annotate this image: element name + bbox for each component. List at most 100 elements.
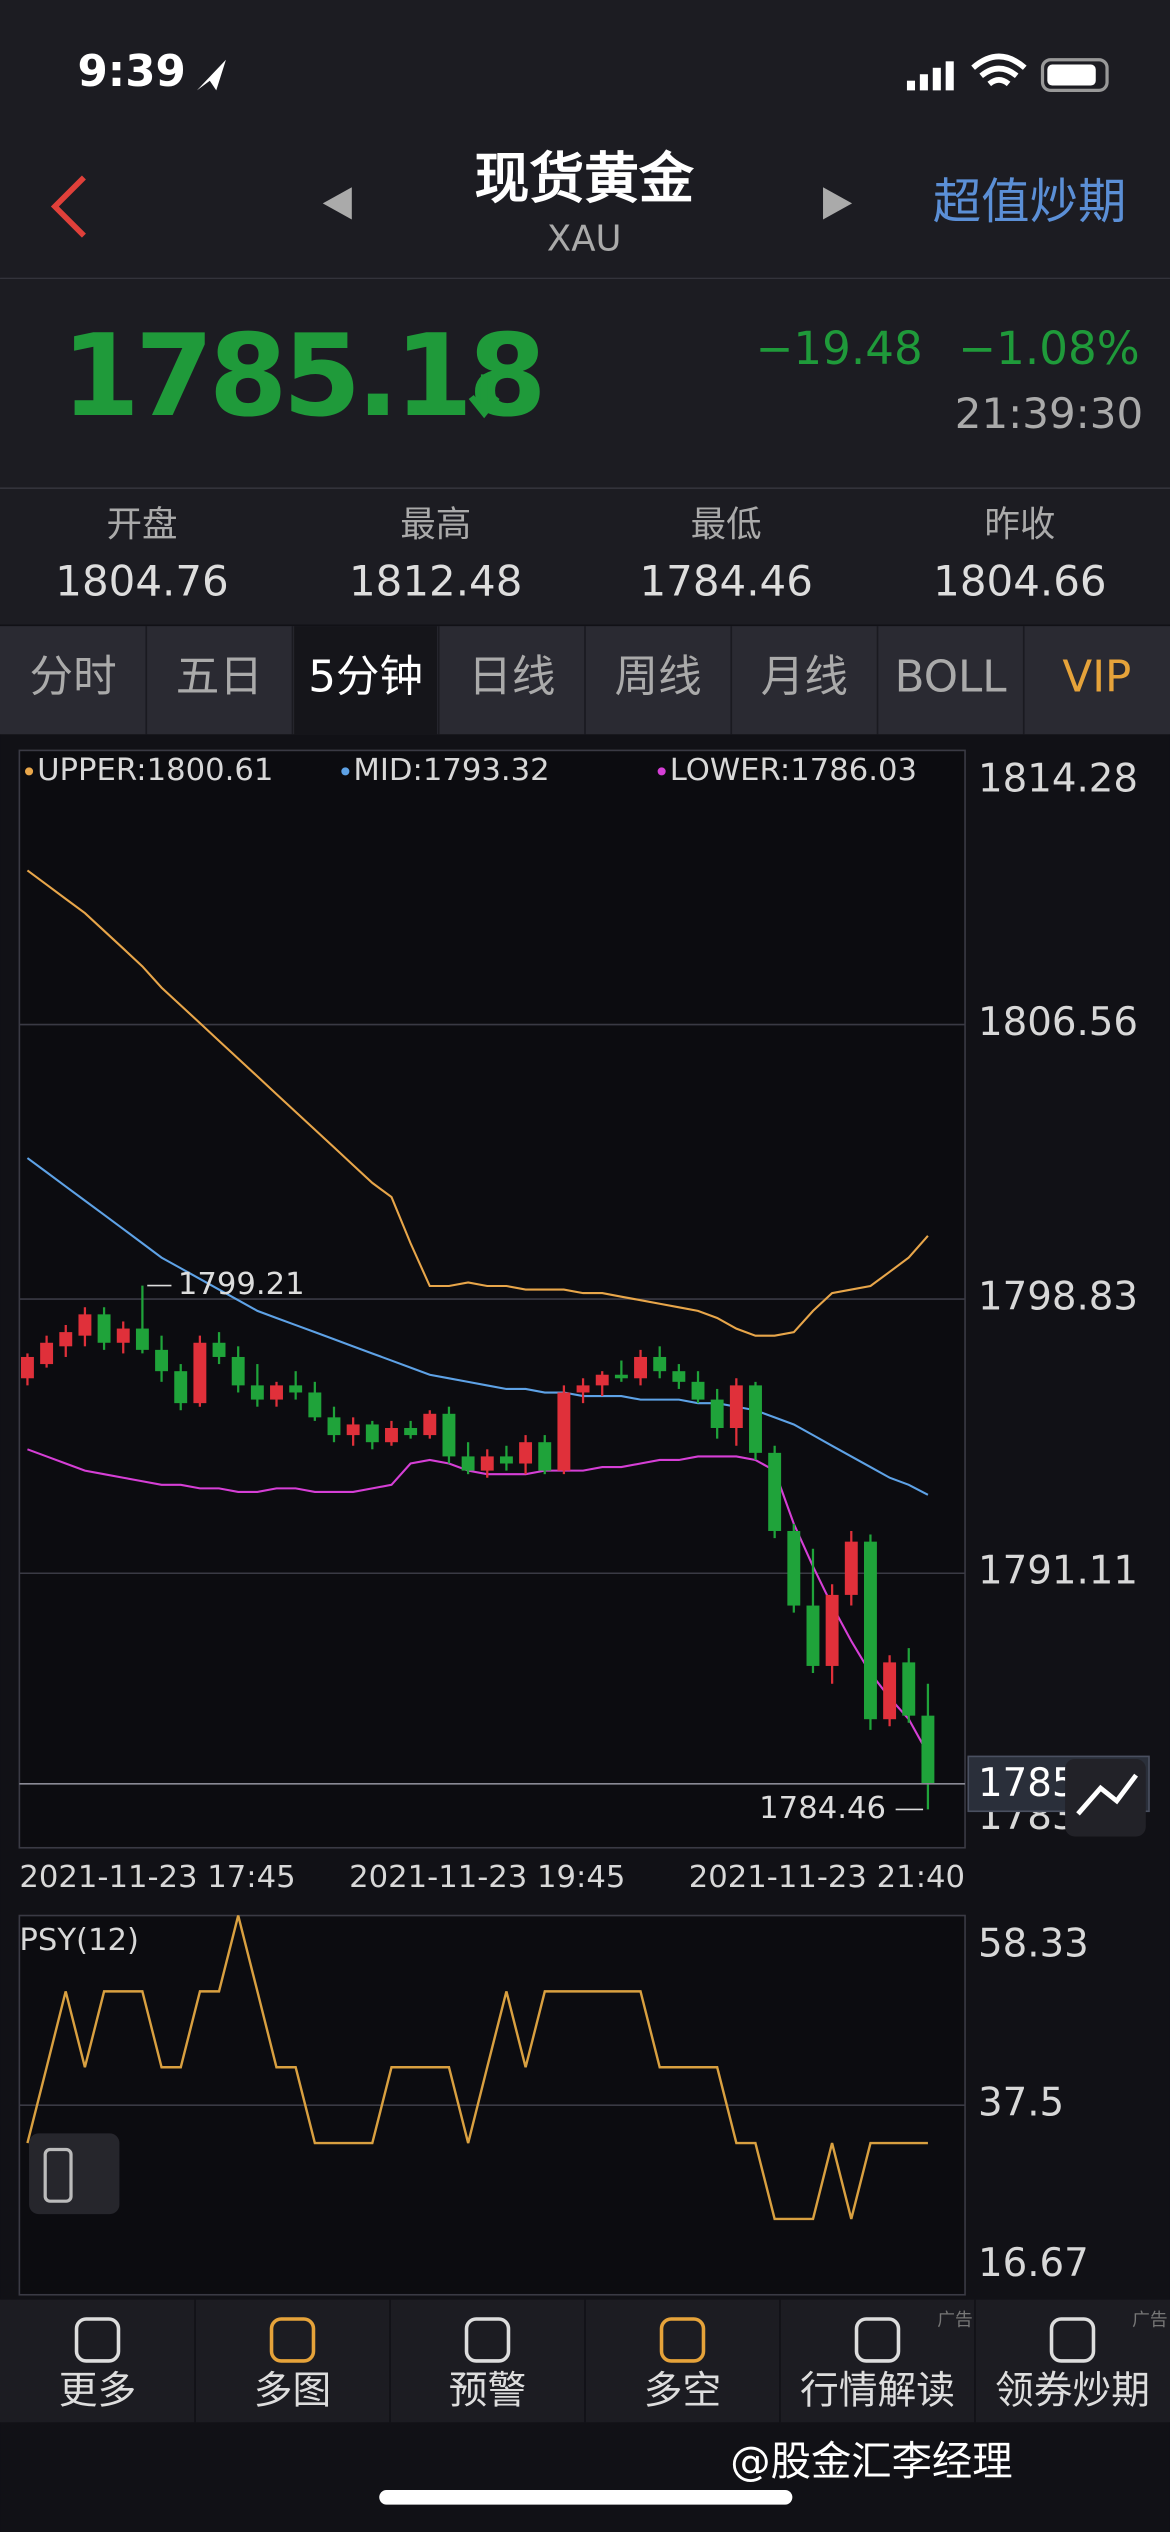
tab-selected: [294, 626, 438, 735]
tab[interactable]: 日线: [468, 652, 555, 702]
legend-label: UPPER:1800.61: [37, 753, 273, 788]
candle-body: [116, 1328, 130, 1343]
nav-label[interactable]: 多图: [254, 2369, 331, 2414]
nav-icon: [269, 2317, 316, 2363]
candle-body: [806, 1605, 820, 1666]
candle-body: [250, 1385, 264, 1400]
location-icon: [196, 59, 226, 91]
prev-button[interactable]: [322, 187, 352, 220]
candle-body: [59, 1332, 73, 1347]
legend-dot: [341, 767, 350, 776]
boll-line: [26, 1157, 929, 1496]
psy-line: [26, 1915, 928, 2221]
nav-label[interactable]: 多空: [644, 2369, 721, 2414]
down-arrow: [468, 374, 500, 419]
nav-label[interactable]: 领券炒期: [995, 2369, 1150, 2414]
back-button[interactable]: [50, 175, 86, 238]
candle-body: [844, 1541, 858, 1595]
candle-body: [442, 1413, 456, 1457]
candle-body: [308, 1392, 322, 1418]
layout-button[interactable]: [29, 2133, 120, 2215]
quote-bg: [0, 279, 1170, 625]
stat-value: 1784.46: [639, 557, 812, 606]
promo-link[interactable]: 超值炒期: [933, 174, 1127, 230]
candle-body: [863, 1541, 877, 1720]
chart-tool-button[interactable]: [1065, 1759, 1146, 1837]
change: −19.48: [756, 322, 923, 375]
candle-body: [691, 1381, 705, 1400]
tab[interactable]: VIP: [1062, 652, 1131, 702]
stat-value: 1804.66: [933, 557, 1106, 606]
ad-tag: 广告: [1132, 2310, 1168, 2331]
candle-body: [499, 1456, 513, 1464]
candle-body: [270, 1385, 283, 1400]
header-bg: [0, 0, 1170, 278]
y-tick-label: 58.33: [978, 1922, 1089, 1967]
candle-body: [519, 1442, 533, 1464]
y-tick-label: 37.5: [978, 2081, 1064, 2126]
nav-label[interactable]: 更多: [59, 2369, 136, 2414]
legend-label: MID:1793.32: [353, 753, 549, 788]
candle-body: [404, 1427, 418, 1436]
candle-body: [768, 1452, 782, 1531]
x-tick-label: 2021-11-23 19:45: [349, 1860, 625, 1895]
high-label: 1799.21: [178, 1267, 305, 1302]
x-tick-label: 2021-11-23 17:45: [19, 1860, 295, 1895]
stat-label: 最高: [400, 504, 471, 545]
candle-body: [538, 1442, 552, 1471]
wifi-icon: [971, 53, 1027, 87]
candle-body: [174, 1371, 188, 1404]
tab[interactable]: 5分钟: [308, 652, 423, 702]
candle-body: [289, 1385, 303, 1393]
tab[interactable]: BOLL: [895, 652, 1008, 702]
candle-body: [595, 1374, 609, 1386]
x-tick-label: 2021-11-23 21:40: [689, 1860, 965, 1895]
next-button[interactable]: [823, 187, 853, 220]
nav-icon: [464, 2317, 511, 2363]
nav-icon: [1049, 2317, 1096, 2363]
stat-label: 昨收: [984, 504, 1055, 545]
candle-body: [825, 1594, 839, 1666]
battery-level: [1047, 64, 1096, 86]
y-tick-label: 1806.56: [978, 1000, 1138, 1045]
home-indicator: [379, 2490, 793, 2505]
quote-time: 21:39:30: [955, 389, 1143, 438]
candle-body: [614, 1374, 628, 1379]
watermark: @股金汇李经理: [730, 2438, 1012, 2485]
legend-dot: [657, 767, 666, 776]
y-tick-label: 1798.83: [978, 1275, 1138, 1320]
change-pct: −1.08%: [958, 322, 1139, 375]
candle-body: [729, 1385, 743, 1428]
candle-body: [365, 1424, 379, 1443]
candle-body: [883, 1662, 897, 1720]
layout-icon: [43, 2147, 73, 2203]
candle-body: [97, 1314, 111, 1343]
y-tick-label: 1814.28: [978, 757, 1138, 802]
ad-tag: 广告: [937, 2310, 973, 2331]
tab[interactable]: 周线: [615, 652, 702, 702]
price: 1785.18: [61, 310, 542, 442]
tab[interactable]: 月线: [761, 652, 848, 702]
tab[interactable]: 分时: [30, 652, 117, 702]
candle-body: [710, 1399, 724, 1428]
candle-body: [385, 1427, 398, 1443]
battery-icon: [1040, 58, 1109, 92]
nav-icon: [854, 2317, 901, 2363]
candle-body: [40, 1342, 54, 1365]
nav-icon: [74, 2317, 121, 2363]
stat-label: 最低: [691, 504, 762, 545]
candle-body: [155, 1349, 169, 1372]
tab[interactable]: 五日: [176, 652, 263, 702]
chart-tool-icon: [1076, 1773, 1139, 1816]
candle-body: [749, 1385, 762, 1453]
stat-value: 1812.48: [349, 557, 522, 606]
nav-label[interactable]: 预警: [449, 2369, 526, 2414]
stat-label: 开盘: [107, 504, 178, 545]
title: 现货黄金: [474, 146, 694, 210]
candle-body: [576, 1385, 590, 1393]
nav-label[interactable]: 行情解读: [800, 2369, 955, 2414]
candle-body: [327, 1417, 341, 1436]
nav-icon: [659, 2317, 706, 2363]
stat-value: 1804.76: [55, 557, 228, 606]
